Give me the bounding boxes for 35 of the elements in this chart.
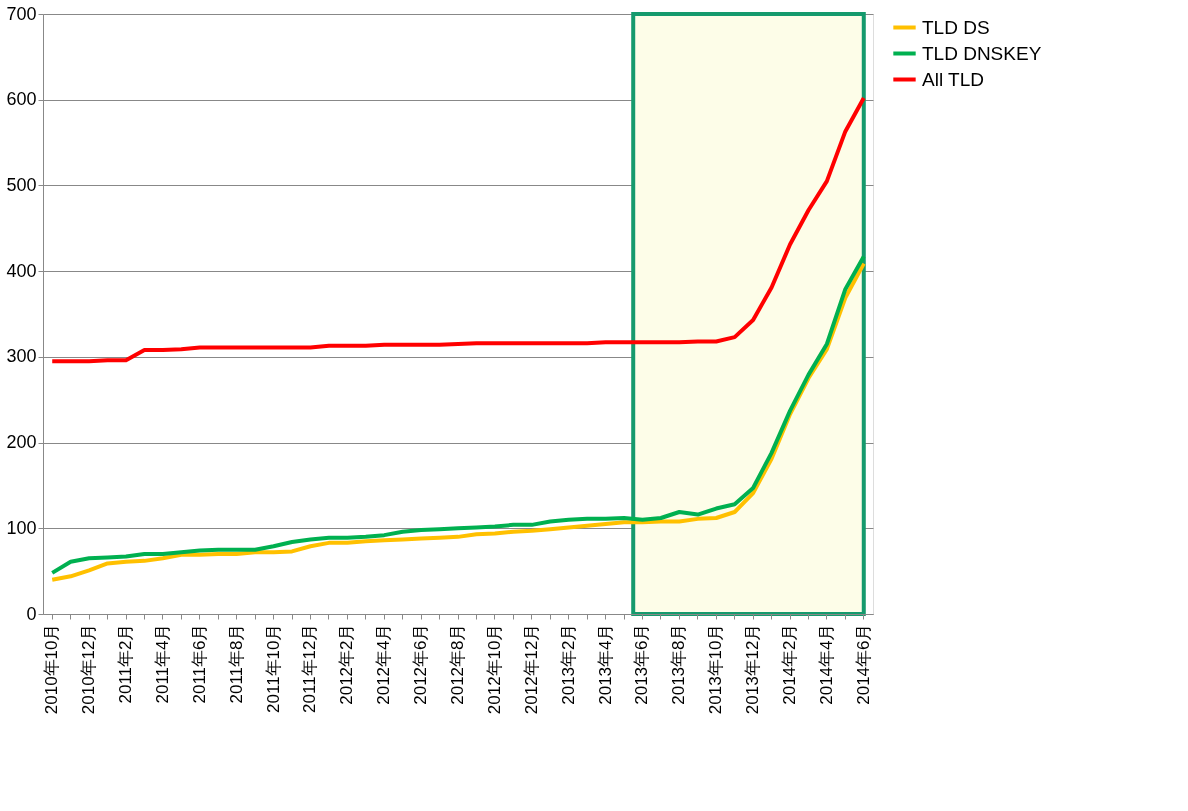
y-tick-label: 200 — [6, 432, 37, 453]
x-tick-label: 2012年6月 — [411, 623, 431, 705]
x-tick-label: 2013年6月 — [632, 623, 652, 705]
line-series — [50, 96, 866, 364]
x-tick-label: 2014年4月 — [816, 623, 836, 705]
x-tick-label: 2012年10月 — [484, 623, 504, 715]
x-tick-label: 2012年2月 — [337, 623, 357, 705]
y-tick-label: 300 — [6, 346, 37, 367]
y-tick-label: 700 — [6, 3, 37, 24]
legend-label: TLD DNSKEY — [922, 42, 1042, 64]
x-tick-label: 2013年8月 — [669, 623, 689, 705]
y-tick-label: 0 — [26, 603, 37, 624]
x-tick-label: 2011年8月 — [226, 623, 246, 704]
y-tick-label: 400 — [6, 260, 37, 281]
x-tick-label: 2011年10月 — [263, 623, 283, 713]
x-tick-label: 2012年8月 — [448, 623, 467, 705]
x-tick-label: 2013年2月 — [558, 623, 578, 705]
x-tick-label: 2010年10月 — [42, 623, 62, 715]
legend-label: TLD DS — [922, 16, 990, 38]
x-tick-label: 2012年4月 — [374, 623, 394, 705]
x-tick-label: 2012年12月 — [521, 623, 541, 715]
x-tick-label: 2011年4月 — [152, 623, 172, 704]
x-tick-label: 2011年6月 — [189, 623, 209, 704]
legend-label: All TLD — [922, 68, 984, 90]
x-tick-label: 2014年6月 — [853, 623, 873, 705]
x-tick-label: 2010年12月 — [79, 623, 99, 715]
x-tick-label: 2013年4月 — [595, 623, 615, 705]
x-tick-label: 2011年12月 — [300, 623, 320, 713]
y-tick-label: 100 — [6, 517, 37, 538]
y-tick-label: 500 — [6, 174, 37, 195]
x-tick-label: 2011年2月 — [116, 623, 135, 704]
x-tick-label: 2013年10月 — [706, 623, 726, 715]
y-tick-label: 600 — [6, 89, 37, 110]
x-tick-label: 2013年12月 — [743, 623, 763, 715]
x-tick-label: 2014年2月 — [780, 623, 799, 705]
